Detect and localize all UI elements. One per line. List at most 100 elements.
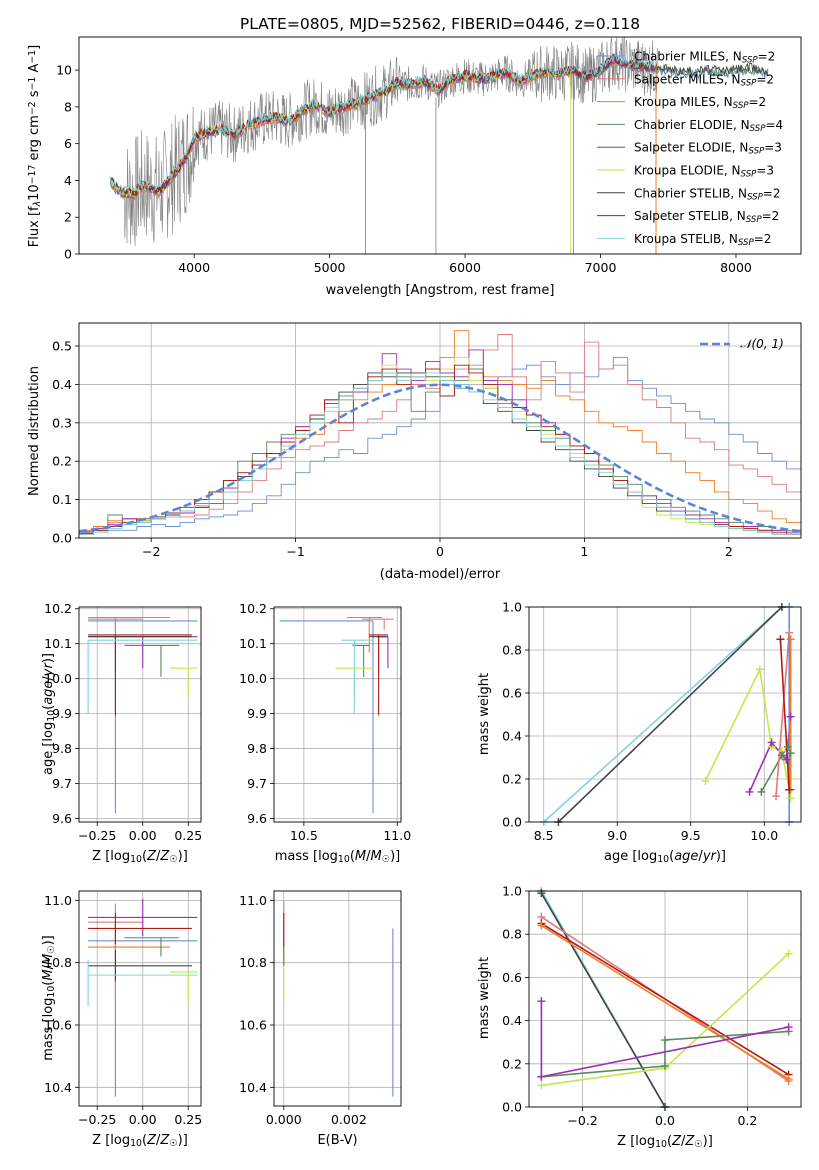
label-part: / [41,964,56,969]
x-tick-label: 0.0 [655,1113,675,1128]
y-axis-label: age [log10(age/yr)] [41,653,57,775]
x-tick-label: 9.5 [681,828,701,843]
x-axis-label: mass [log10(M/M☉)] [275,849,401,865]
label-part: yr [702,849,718,864]
x-tick-label: 2 [725,544,733,559]
label-part: −17 [27,165,38,185]
y-tick-label: 0.0 [52,531,72,546]
y-tick-label: 0.5 [52,339,72,354]
model-curve-salpeter_elodie [109,56,655,199]
label-part: Kroupa MILES, N [634,95,733,109]
plot-area-mass_vs_ebv [274,891,401,1106]
label-part: 10 [46,710,57,722]
y-tick-label: 1.0 [502,884,522,899]
label-part: ( [41,981,56,986]
weight-marker-salpeter_elodie [786,712,795,721]
label-part: −1 [27,50,38,64]
y-tick-label: 10.2 [239,601,267,616]
x-tick-label: −0.25 [78,1112,116,1127]
label-part: SSP [741,170,758,180]
label-part: ( [142,1133,147,1148]
weight-marker-salpeter_stelib [776,635,785,644]
label-part: SSP [742,56,759,66]
label-part: Z [671,1134,682,1149]
label-part: )] [716,849,726,864]
y-tick-label: 10.2 [44,601,72,616]
y-tick-label: 6 [64,136,72,151]
y-tick-label: 10.4 [239,1080,267,1095]
normal-distribution-curve [79,383,801,533]
model-curve-salpeter_miles [109,57,655,203]
y-tick-label: 0.8 [502,643,522,658]
x-tick-label: 0.000 [266,1112,302,1127]
weight-marker-kroupa_elodie [784,949,793,958]
legend-label: Chabrier MILES, NSSP=2 [634,50,775,66]
axes-frame [273,890,402,1107]
legend-label: Chabrier STELIB, NSSP=2 [634,186,781,202]
weight-marker-chabrier_elodie [661,1061,669,1070]
label-part: Kroupa STELIB, N [634,232,738,246]
label-part: ☉ [382,854,390,865]
label-part: )] [390,849,400,864]
x-tick-label: −1 [286,544,304,559]
legend-label: Chabrier ELODIE, NSSP=4 [634,118,783,134]
weight-marker-kroupa_miles [784,1074,793,1083]
label-part: 10 [655,1139,667,1150]
x-tick-label: 0.2 [737,1113,757,1128]
weight-marker-salpeter_stelib [785,785,794,794]
label-part: )] [178,849,188,864]
label-part: / [366,849,371,864]
y-tick-label: 9.9 [52,706,72,721]
label-part: =2 [754,232,772,246]
label-part: Chabrier ELODIE, N [634,118,750,132]
label-part: )] [703,1134,713,1149]
x-axis-label: Z [log10(Z/Z☉)] [92,849,188,865]
plot-area-spectrum [109,37,769,254]
label-part: Chabrier STELIB, N [634,186,747,200]
label-part: Z [159,849,170,864]
label-part: Z [log [92,849,130,864]
x-tick-label: −0.2 [567,1113,597,1128]
y-tick-label: 0.3 [52,415,72,430]
weight-marker-salpeter_elodie [537,997,546,1006]
y-tick-label: 0.6 [502,686,522,701]
y-tick-label: 9.8 [247,741,267,756]
label-part: SSP [750,124,767,134]
axes-frame [528,890,802,1108]
label-part: ( [667,1134,672,1149]
y-tick-label: 0.4 [502,1013,522,1028]
x-tick-label: 0.25 [174,1112,202,1127]
y-tick-label: 0.2 [502,772,522,787]
y-tick-label: 0.2 [52,454,72,469]
label-part: Kroupa ELODIE, N [634,164,741,178]
x-tick-label: 0.002 [331,1112,367,1127]
label-part: erg cm [27,115,42,164]
y-tick-label: 0 [64,247,72,262]
y-tick-label: 10.6 [44,1017,72,1032]
y-tick-label: 9.9 [247,706,267,721]
legend-label: Salpeter MILES, NSSP=2 [634,72,774,88]
x-tick-label: 4000 [178,260,210,275]
y-axis-label: Flux [fλ10−17 erg cm−2 s−1 A−1] [27,45,43,247]
label-part: Flux [f [27,206,42,247]
label-part: Chabrier MILES, N [634,50,742,64]
x-tick-label: 6000 [449,260,481,275]
label-part: Salpeter STELIB, N [634,209,746,223]
label-part: )] [178,1133,188,1148]
label-part: Z [log [617,1134,655,1149]
x-tick-label: 11.0 [383,828,411,843]
label-part: SSP [748,147,765,157]
label-part: =3 [756,164,774,178]
weight-marker-salpeter_elodie [745,787,754,796]
x-axis-label: age [log10(age/yr)] [604,849,726,865]
label-part: ☉ [694,1139,702,1150]
label-part: SSP [738,238,755,248]
label-part: 10 [130,1138,142,1149]
x-tick-label: 10.5 [290,828,318,843]
label-part: Z [146,1133,157,1148]
axes-frame [78,322,802,539]
label-part: Salpeter ELODIE, N [634,141,748,155]
label-part: =2 [749,95,767,109]
label-part: Salpeter MILES, N [634,72,741,86]
y-tick-label: 4 [64,173,72,188]
